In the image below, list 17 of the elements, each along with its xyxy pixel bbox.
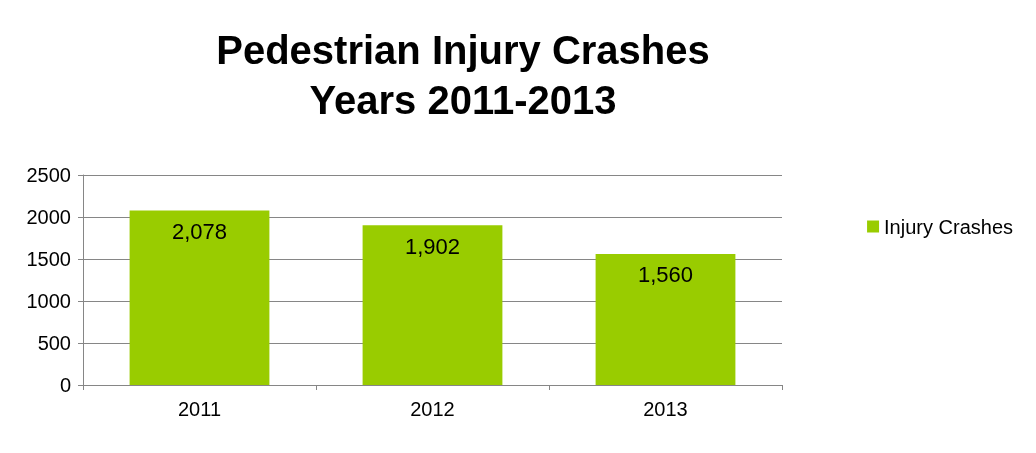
y-tick-label: 2000 bbox=[26, 206, 71, 228]
x-tick-label: 2011 bbox=[177, 398, 222, 420]
chart-title: Pedestrian Injury Crashes Years 2011-2013 bbox=[216, 28, 710, 122]
x-tick-label: 2013 bbox=[643, 398, 688, 420]
y-tick-label: 500 bbox=[37, 332, 71, 354]
bar bbox=[595, 253, 736, 385]
bar bbox=[362, 225, 503, 385]
bar bbox=[129, 210, 270, 385]
legend-label: Injury Crashes bbox=[884, 215, 1013, 238]
y-tick-label: 1000 bbox=[26, 290, 71, 312]
x-tick-label: 2012 bbox=[410, 398, 455, 420]
data-label: 2,078 bbox=[171, 218, 228, 244]
y-tick-label: 0 bbox=[59, 374, 71, 396]
data-label: 1,902 bbox=[404, 233, 461, 259]
y-tick-label: 2500 bbox=[26, 164, 71, 186]
y-tick-label: 1500 bbox=[26, 248, 71, 270]
data-label: 1,560 bbox=[637, 262, 694, 288]
